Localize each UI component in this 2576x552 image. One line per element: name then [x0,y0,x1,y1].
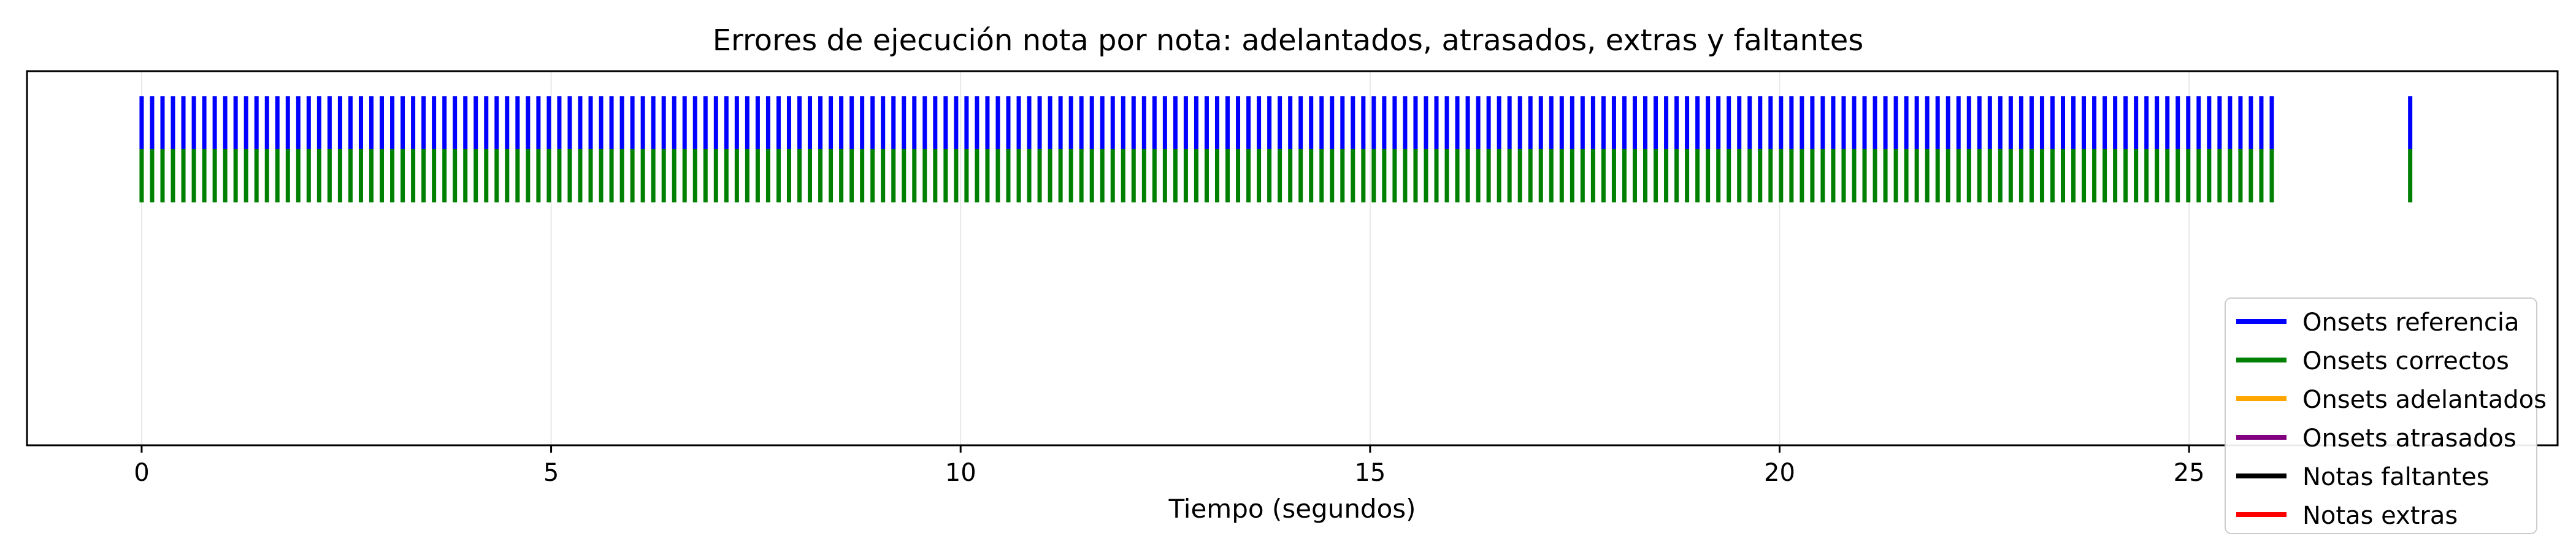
x-tick-label: 10 [945,459,976,487]
series-onsets-referencia [139,96,2413,149]
legend-label: Notas extras [2302,502,2458,530]
legend-label: Onsets correctos [2302,347,2509,375]
x-tick-label: 15 [1354,459,1386,487]
legend-label: Onsets atrasados [2302,424,2517,453]
x-tick-label: 20 [1764,459,1795,487]
x-tick-label: 25 [2174,459,2205,487]
x-axis-label: Tiempo (segundos) [1168,494,1416,524]
chart-title: Errores de ejecución nota por nota: adel… [713,23,1864,58]
legend-label: Onsets adelantados [2302,386,2547,414]
legend-box [2225,297,2537,534]
plot-frame [26,70,2559,447]
x-tick-label: 5 [543,459,559,487]
legend: Onsets referencia Onsets correctos Onsets … [2225,297,2547,534]
series-onsets-correctos [139,149,2413,202]
x-tick-label: 0 [134,459,149,487]
legend-label: Onsets referencia [2302,309,2520,337]
x-axis-ticks: 0 5 10 15 20 25 [134,445,2205,487]
legend-label: Notas faltantes [2302,463,2490,491]
series-layer [139,96,2413,202]
